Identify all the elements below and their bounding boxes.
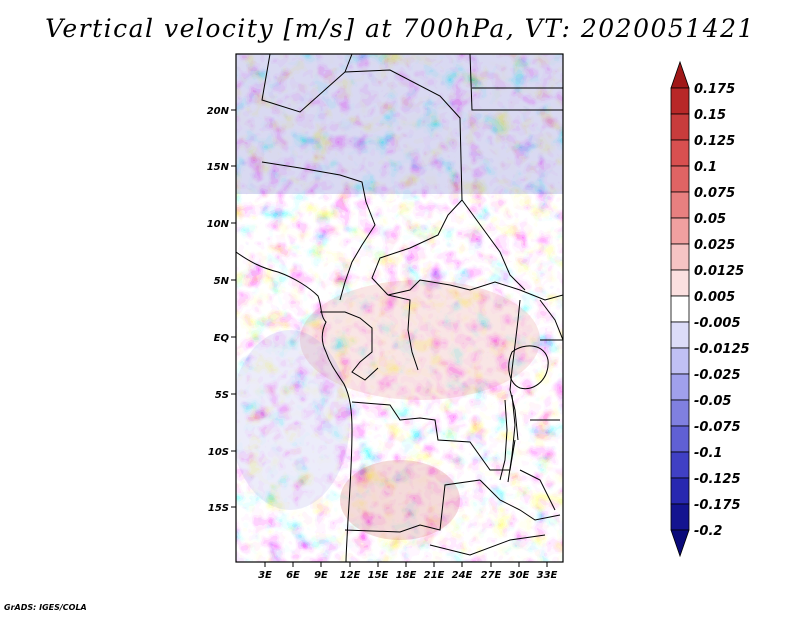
- colorbar-segment: [670, 243, 690, 271]
- lon-label-30e: 30E: [509, 570, 530, 581]
- grads-credit: GrADS: IGES/COLA: [4, 603, 87, 612]
- lon-label-12e: 12E: [340, 570, 361, 581]
- colorbar-segment: [670, 425, 690, 453]
- colorbar-label: 0.075: [694, 186, 735, 201]
- lon-label-3e: 3E: [258, 570, 272, 581]
- colorbar-label: 0.025: [694, 238, 735, 253]
- colorbar-segment: [670, 451, 690, 479]
- colorbar-segment: [670, 503, 690, 531]
- colorbar-bottom-arrow: [670, 529, 690, 558]
- colorbar-segment: [670, 269, 690, 297]
- lat-label-5n: 5N: [214, 276, 230, 287]
- lat-label-15s: 15S: [208, 503, 229, 514]
- colorbar-label: -0.025: [694, 368, 741, 383]
- colorbar-segment: [670, 399, 690, 427]
- lon-label-27e: 27E: [481, 570, 502, 581]
- map-frame: [235, 53, 564, 563]
- lat-label-10s: 10S: [208, 447, 229, 458]
- lon-label-6e: 6E: [286, 570, 300, 581]
- colorbar-label: -0.075: [694, 420, 741, 435]
- lat-label-10n: 10N: [207, 219, 230, 230]
- longitude-axis: 3E 6E 9E 12E 15E 18E 21E 24E 27E 30E 33E: [258, 562, 558, 581]
- colorbar-segment: [670, 477, 690, 505]
- colorbar-segment: [670, 139, 690, 167]
- colorbar-label: 0.0125: [694, 264, 744, 279]
- colorbar-segment: [670, 321, 690, 349]
- colorbar-label: 0.125: [694, 134, 735, 149]
- lon-label-33e: 33E: [537, 570, 558, 581]
- colorbar-label: -0.05: [694, 394, 731, 409]
- lat-label-20n: 20N: [207, 106, 230, 117]
- lon-label-24e: 24E: [452, 570, 473, 581]
- colorbar-label: 0.05: [694, 212, 726, 227]
- colorbar-label: -0.2: [694, 524, 722, 539]
- colorbar-label: -0.1: [694, 446, 722, 461]
- colorbar-segment: [670, 87, 690, 115]
- colorbar-label: 0.005: [694, 290, 735, 305]
- colorbar-segment: [670, 191, 690, 219]
- colorbar-label: -0.0125: [694, 342, 750, 357]
- colorbar-label: 0.15: [694, 108, 726, 123]
- lat-label-5s: 5S: [215, 390, 229, 401]
- colorbar-segment: [670, 373, 690, 401]
- latitude-axis: 20N 15N 10N 5N EQ 5S 10S 15S: [207, 106, 236, 514]
- country-boundaries: [236, 54, 563, 562]
- colorbar-label: -0.005: [694, 316, 741, 331]
- colorbar-segment: [670, 113, 690, 141]
- colorbar-segment: [670, 295, 690, 323]
- lat-label-15n: 15N: [207, 162, 230, 173]
- colorbar-label: -0.125: [694, 472, 741, 487]
- lon-label-9e: 9E: [314, 570, 328, 581]
- lat-label-eq: EQ: [214, 333, 230, 344]
- colorbar-top-arrow: [670, 60, 690, 89]
- lon-label-21e: 21E: [424, 570, 445, 581]
- colorbar-label: -0.175: [694, 498, 741, 513]
- colorbar-segment: [670, 165, 690, 193]
- colorbar-segment: [670, 347, 690, 375]
- lon-label-15e: 15E: [368, 570, 389, 581]
- colorbar-segment: [670, 217, 690, 245]
- colorbar: 0.175 0.15 0.125 0.1 0.075 0.05 0.025 0.0125 0.0…: [670, 60, 750, 558]
- vertical-velocity-field: [236, 54, 563, 562]
- lon-label-18e: 18E: [396, 570, 417, 581]
- colorbar-label: 0.1: [694, 160, 717, 175]
- colorbar-label: 0.175: [694, 82, 735, 97]
- map-title: Vertical velocity [m/s] at 700hPa, VT: 2…: [45, 14, 755, 43]
